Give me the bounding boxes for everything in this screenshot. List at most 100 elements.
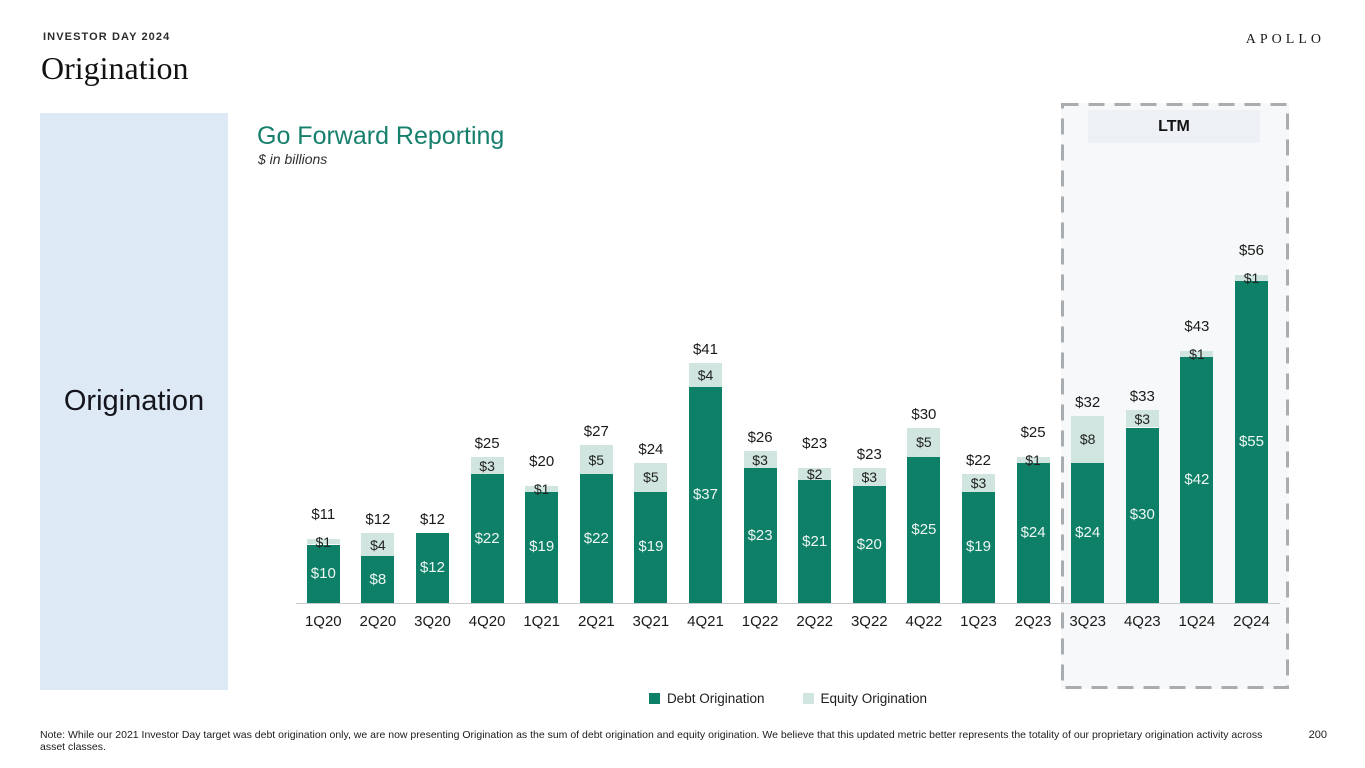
ltm-header-strip: LTM <box>1088 110 1260 143</box>
bar-debt-segment <box>306 544 340 603</box>
x-axis-label: 1Q22 <box>741 613 779 630</box>
bar-debt-label: $12 <box>419 558 445 576</box>
bar-equity-segment <box>306 538 340 545</box>
x-axis-label: 2Q22 <box>796 613 834 630</box>
bar-debt-label: $24 <box>1075 523 1101 541</box>
x-axis-label: 2Q23 <box>1014 613 1052 630</box>
bar-equity-segment <box>852 468 886 486</box>
bar-debt-segment <box>525 491 559 603</box>
chart-legend: Debt Origination Equity Origination <box>296 691 1280 706</box>
eyebrow-label: INVESTOR DAY 2024 <box>43 31 171 43</box>
bar-equity-label: $5 <box>643 469 659 486</box>
plot-area: $10 $1 $11 1Q20 $8 $4 $12 2Q20 $12 $12 3Q20 $22 $3 $2… <box>296 0 1280 660</box>
bar-total-label: $20 <box>529 453 555 470</box>
bar-total-label: $23 <box>802 435 828 453</box>
bar-equity-segment <box>361 532 395 557</box>
x-axis-label: 1Q20 <box>304 613 342 630</box>
bar-debt-segment <box>470 474 504 603</box>
bar-total-label: $25 <box>474 434 500 452</box>
bar-debt-label: $19 <box>638 538 664 556</box>
bar-equity-segment <box>579 445 613 475</box>
x-axis-label: 3Q23 <box>1069 613 1107 630</box>
bar-debt-segment <box>907 456 941 603</box>
bar-total-label: $11 <box>311 505 336 523</box>
x-axis-label: 4Q22 <box>905 613 943 630</box>
legend-item: Equity Origination <box>802 691 928 706</box>
apollo-logo: APOLLO <box>1245 32 1325 47</box>
bar-total-label: $56 <box>1238 242 1264 260</box>
bar-equity-segment <box>689 363 722 387</box>
bar-total-label: $12 <box>365 510 391 528</box>
page-title: Origination <box>41 50 189 86</box>
bar-debt-label: $24 <box>1020 523 1046 541</box>
legend-label: Debt Origination <box>666 691 765 706</box>
bar-equity-segment <box>1125 409 1159 428</box>
bar-total-label: $32 <box>1075 393 1101 411</box>
bar-total-label: $41 <box>692 341 718 359</box>
bar-equity-label: $1 <box>1025 451 1041 468</box>
bar-debt-segment <box>743 468 777 603</box>
bar-equity-segment <box>1180 351 1214 358</box>
x-axis-label: 1Q23 <box>960 613 997 630</box>
bar-total-label: $43 <box>1184 318 1210 336</box>
bar-equity-segment <box>743 450 777 469</box>
bar-equity-segment <box>525 486 559 492</box>
x-axis-label: 2Q24 <box>1233 613 1270 630</box>
bar-equity-label: $1 <box>315 533 332 550</box>
bar-debt-label: $19 <box>965 538 991 556</box>
bar-debt-segment <box>579 474 613 603</box>
bar-debt-label: $22 <box>583 529 609 547</box>
sidebar-section-label: Origination <box>63 385 205 417</box>
bar-debt-segment <box>634 491 668 603</box>
bar-equity-label: $3 <box>1134 410 1151 427</box>
bar-equity-label: $3 <box>479 457 495 474</box>
legend-item: Debt Origination <box>648 691 765 706</box>
legend-swatch-icon <box>648 693 660 704</box>
bar-total-label: $24 <box>638 440 664 458</box>
x-axis-label: 2Q20 <box>359 613 397 630</box>
section-sidebar: Origination <box>40 113 228 690</box>
bar-debt-label: $19 <box>529 538 555 556</box>
bar-equity-segment <box>1071 415 1105 463</box>
bar-debt-segment <box>1235 281 1268 603</box>
x-axis-label: 4Q21 <box>687 613 724 630</box>
bar-total-label: $30 <box>911 405 937 423</box>
bar-debt-segment <box>798 480 832 603</box>
bar-equity-label: $1 <box>533 480 550 497</box>
bar-debt-segment <box>416 532 449 603</box>
x-axis-label: 4Q20 <box>468 613 506 630</box>
bar-equity-label: $1 <box>1243 270 1260 287</box>
bar-equity-segment <box>1235 275 1268 282</box>
bar-equity-segment <box>962 474 995 492</box>
bar-debt-label: $25 <box>911 520 937 538</box>
bar-total-label: $12 <box>419 510 445 528</box>
bar-total-label: $27 <box>583 423 609 441</box>
bar-equity-label: $4 <box>697 366 714 383</box>
bar-equity-label: $5 <box>588 451 605 468</box>
chart-title: Go Forward Reporting <box>257 122 505 150</box>
bar-total-label: $23 <box>856 446 882 464</box>
bar-equity-label: $2 <box>806 466 823 483</box>
bar-equity-segment <box>798 468 832 481</box>
bar-total-label: $22 <box>965 452 991 470</box>
x-axis-label: 3Q22 <box>850 613 888 630</box>
x-axis-label: 4Q23 <box>1123 613 1161 630</box>
bar-equity-label: $1 <box>1189 346 1205 363</box>
bar-total-label: $26 <box>747 428 773 446</box>
page-number: 200 <box>1308 729 1327 741</box>
bar-debt-segment <box>962 491 995 603</box>
bar-equity-segment <box>470 456 504 475</box>
bar-debt-label: $8 <box>369 570 387 588</box>
bar-debt-segment <box>1016 462 1050 603</box>
bar-total-label: $33 <box>1129 387 1155 405</box>
x-axis-line <box>296 603 1280 604</box>
x-axis-label: 3Q21 <box>632 613 670 630</box>
bar-debt-segment <box>1071 462 1105 603</box>
bar-equity-segment <box>907 427 941 457</box>
legend-label: Equity Origination <box>820 691 928 706</box>
bar-debt-label: $37 <box>692 485 718 503</box>
bar-debt-segment <box>852 486 886 603</box>
bar-equity-label: $3 <box>752 451 768 468</box>
ltm-dashed-border <box>1061 103 1289 689</box>
x-axis-label: 1Q21 <box>523 613 561 630</box>
